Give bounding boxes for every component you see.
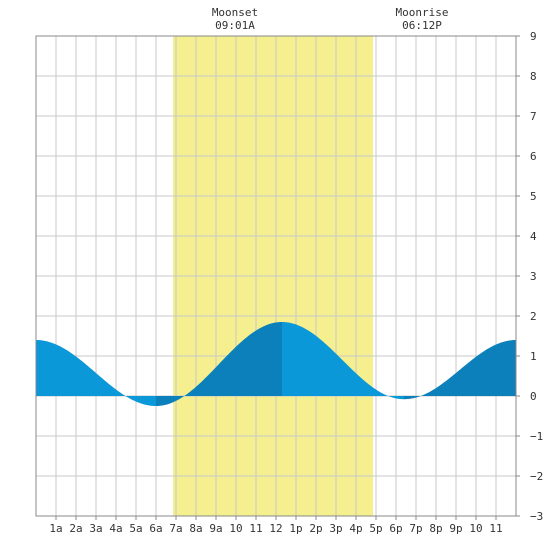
y-tick-label: 0 <box>530 390 537 403</box>
y-tick-label: −1 <box>530 430 543 443</box>
x-tick-label: 9p <box>449 522 462 535</box>
x-tick-label: 8a <box>189 522 202 535</box>
x-tick-label: 10 <box>229 522 242 535</box>
x-tick-label: 3a <box>89 522 102 535</box>
x-tick-label: 6a <box>149 522 162 535</box>
x-tick-label: 5p <box>369 522 382 535</box>
moonset-time: 09:01A <box>215 19 255 32</box>
y-tick-label: 6 <box>530 150 537 163</box>
moonrise-label: Moonrise <box>396 6 449 19</box>
x-tick-label: 11 <box>249 522 262 535</box>
x-tick-label: 3p <box>329 522 342 535</box>
x-tick-label: 7p <box>409 522 422 535</box>
y-tick-label: 9 <box>530 30 537 43</box>
y-tick-label: 2 <box>530 310 537 323</box>
tide-falling-segment <box>36 340 156 406</box>
x-tick-label: 5a <box>129 522 142 535</box>
grid-lines <box>36 36 516 516</box>
x-tick-label: 1p <box>289 522 302 535</box>
moonset-label: Moonset <box>212 6 258 19</box>
x-tick-label: 7a <box>169 522 182 535</box>
x-tick-label: 2p <box>309 522 322 535</box>
tide-falling-segment <box>282 322 404 400</box>
tide-rising-segment <box>404 340 516 400</box>
y-axis-ticks: −3 −2 −1 0 1 2 3 4 5 6 7 8 9 <box>516 30 543 523</box>
tide-area <box>36 322 516 406</box>
x-tick-label: 12 <box>269 522 282 535</box>
x-tick-label: 10 <box>469 522 482 535</box>
x-tick-label: 4a <box>109 522 122 535</box>
x-tick-label: 8p <box>429 522 442 535</box>
y-tick-label: −2 <box>530 470 543 483</box>
x-tick-label: 9a <box>209 522 222 535</box>
y-tick-label: 1 <box>530 350 537 363</box>
x-tick-label: 11 <box>489 522 502 535</box>
x-tick-label: 6p <box>389 522 402 535</box>
y-tick-label: 7 <box>530 110 537 123</box>
y-tick-label: 4 <box>530 230 537 243</box>
y-tick-label: 8 <box>530 70 537 83</box>
x-tick-label: 2a <box>69 522 82 535</box>
x-axis-ticks: 1a 2a 3a 4a 5a 6a 7a 8a 9a 10 11 12 1p 2p 3p 4p 5p 6p 7p 8p… <box>49 516 503 535</box>
x-tick-label: 1a <box>49 522 62 535</box>
y-tick-label: 5 <box>530 190 537 203</box>
tide-rising-segment <box>156 322 282 406</box>
y-tick-label: 3 <box>530 270 537 283</box>
x-tick-label: 4p <box>349 522 362 535</box>
y-tick-label: −3 <box>530 510 543 523</box>
moonrise-time: 06:12P <box>402 19 442 32</box>
